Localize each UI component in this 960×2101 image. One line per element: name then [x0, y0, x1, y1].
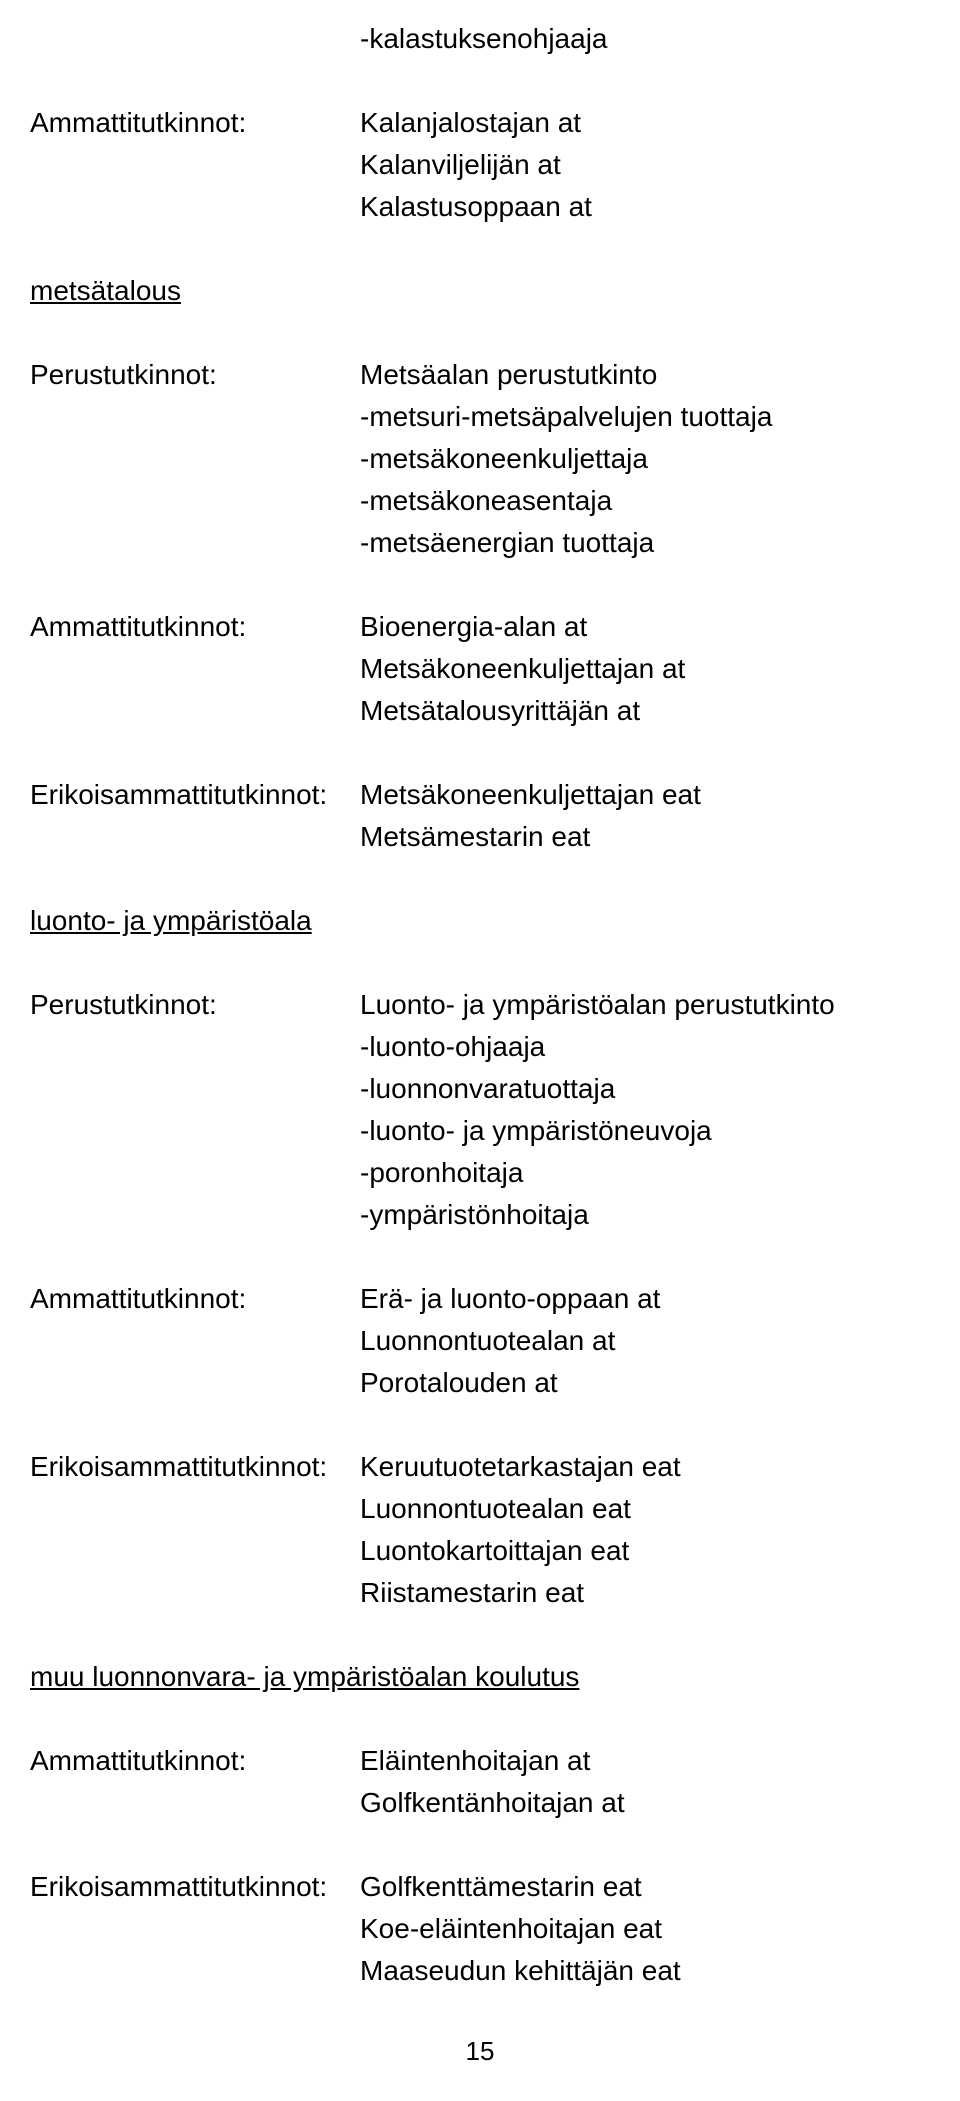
- block4-label: Erikoisammattitutkinnot:: [30, 774, 360, 816]
- block3-item-2: Metsätalousyrittäjän at: [360, 690, 930, 732]
- block3-row: Ammattitutkinnot: Bioenergia-alan at Met…: [30, 606, 930, 732]
- block3-content: Bioenergia-alan at Metsäkoneenkuljettaja…: [360, 606, 930, 732]
- block1-row: Ammattitutkinnot: Kalanjalostajan at Kal…: [30, 102, 930, 228]
- block4-item-1: Metsämestarin eat: [360, 816, 930, 858]
- block5-row: Perustutkinnot: Luonto- ja ympäristöalan…: [30, 984, 930, 1236]
- block8-content: Eläintenhoitajan at Golfkentänhoitajan a…: [360, 1740, 930, 1824]
- heading-luonto: luonto- ja ympäristöala: [30, 905, 312, 936]
- block4-item-0: Metsäkoneenkuljettajan eat: [360, 774, 930, 816]
- heading3-row: muu luonnonvara- ja ympäristöalan koulut…: [30, 1656, 930, 1698]
- block5-item-5: -ympäristönhoitaja: [360, 1194, 930, 1236]
- block5-item-1: -luonto-ohjaaja: [360, 1026, 930, 1068]
- block7-item-0: Keruutuotetarkastajan eat: [360, 1446, 930, 1488]
- block8-label: Ammattitutkinnot:: [30, 1740, 360, 1782]
- block6-row: Ammattitutkinnot: Erä- ja luonto-oppaan …: [30, 1278, 930, 1404]
- block7-content: Keruutuotetarkastajan eat Luonnontuoteal…: [360, 1446, 930, 1614]
- block2-content: Metsäalan perustutkinto -metsuri-metsäpa…: [360, 354, 930, 564]
- block8-item-1: Golfkentänhoitajan at: [360, 1782, 930, 1824]
- block5-item-0: Luonto- ja ympäristöalan perustutkinto: [360, 984, 930, 1026]
- block5-item-3: -luonto- ja ympäristöneuvoja: [360, 1110, 930, 1152]
- block2-item-2: -metsäkoneenkuljettaja: [360, 438, 930, 480]
- block6-item-2: Porotalouden at: [360, 1362, 930, 1404]
- block6-item-0: Erä- ja luonto-oppaan at: [360, 1278, 930, 1320]
- orphan-content: -kalastuksenohjaaja: [360, 18, 930, 60]
- orphan-row: -kalastuksenohjaaja: [30, 18, 930, 60]
- block1-content: Kalanjalostajan at Kalanviljelijän at Ka…: [360, 102, 930, 228]
- heading-muu: muu luonnonvara- ja ympäristöalan koulut…: [30, 1661, 579, 1692]
- block6-content: Erä- ja luonto-oppaan at Luonnontuoteala…: [360, 1278, 930, 1404]
- heading2-row: luonto- ja ympäristöala: [30, 900, 930, 942]
- block7-row: Erikoisammattitutkinnot: Keruutuotetarka…: [30, 1446, 930, 1614]
- page-number: 15: [30, 2032, 930, 2071]
- block6-item-1: Luonnontuotealan at: [360, 1320, 930, 1362]
- block9-item-1: Koe-eläintenhoitajan eat: [360, 1908, 930, 1950]
- block8-item-0: Eläintenhoitajan at: [360, 1740, 930, 1782]
- block7-item-2: Luontokartoittajan eat: [360, 1530, 930, 1572]
- block7-item-1: Luonnontuotealan eat: [360, 1488, 930, 1530]
- block9-row: Erikoisammattitutkinnot: Golfkenttämesta…: [30, 1866, 930, 1992]
- block4-row: Erikoisammattitutkinnot: Metsäkoneenkulj…: [30, 774, 930, 858]
- orphan-line: -kalastuksenohjaaja: [360, 18, 930, 60]
- block4-content: Metsäkoneenkuljettajan eat Metsämestarin…: [360, 774, 930, 858]
- block9-label: Erikoisammattitutkinnot:: [30, 1866, 360, 1908]
- heading-metsatalous: metsätalous: [30, 275, 181, 306]
- block7-label: Erikoisammattitutkinnot:: [30, 1446, 360, 1488]
- block5-content: Luonto- ja ympäristöalan perustutkinto -…: [360, 984, 930, 1236]
- block2-item-3: -metsäkoneasentaja: [360, 480, 930, 522]
- block5-label: Perustutkinnot:: [30, 984, 360, 1026]
- block2-item-0: Metsäalan perustutkinto: [360, 354, 930, 396]
- block9-item-0: Golfkenttämestarin eat: [360, 1866, 930, 1908]
- block1-item-2: Kalastusoppaan at: [360, 186, 930, 228]
- block3-item-1: Metsäkoneenkuljettajan at: [360, 648, 930, 690]
- block9-content: Golfkenttämestarin eat Koe-eläintenhoita…: [360, 1866, 930, 1992]
- block2-label: Perustutkinnot:: [30, 354, 360, 396]
- block5-item-4: -poronhoitaja: [360, 1152, 930, 1194]
- block2-row: Perustutkinnot: Metsäalan perustutkinto …: [30, 354, 930, 564]
- heading1-row: metsätalous: [30, 270, 930, 312]
- block3-item-0: Bioenergia-alan at: [360, 606, 930, 648]
- block1-item-0: Kalanjalostajan at: [360, 102, 930, 144]
- block8-row: Ammattitutkinnot: Eläintenhoitajan at Go…: [30, 1740, 930, 1824]
- block9-item-2: Maaseudun kehittäjän eat: [360, 1950, 930, 1992]
- block6-label: Ammattitutkinnot:: [30, 1278, 360, 1320]
- block2-item-1: -metsuri-metsäpalvelujen tuottaja: [360, 396, 930, 438]
- block2-item-4: -metsäenergian tuottaja: [360, 522, 930, 564]
- block7-item-3: Riistamestarin eat: [360, 1572, 930, 1614]
- block5-item-2: -luonnonvaratuottaja: [360, 1068, 930, 1110]
- block3-label: Ammattitutkinnot:: [30, 606, 360, 648]
- block1-item-1: Kalanviljelijän at: [360, 144, 930, 186]
- block1-label: Ammattitutkinnot:: [30, 102, 360, 144]
